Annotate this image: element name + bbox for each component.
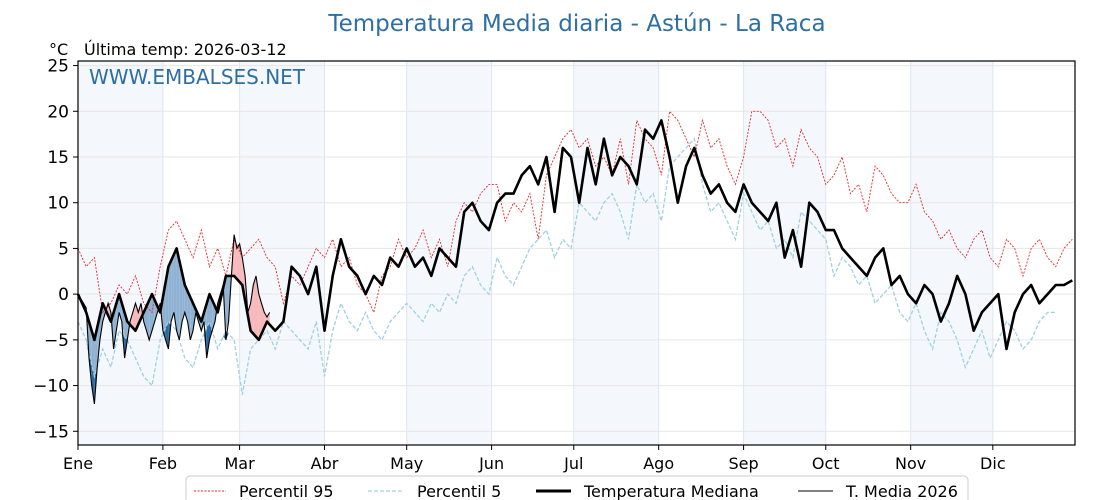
above-median-fill (253, 275, 256, 337)
x-tick-label: Oct (812, 454, 840, 473)
month-band-may (406, 61, 492, 445)
percentile-5-line (77, 137, 1056, 395)
month-band-nov (910, 61, 993, 445)
above-median-fill (239, 251, 243, 285)
median-line (76, 119, 1073, 351)
below-median-fill (190, 297, 193, 340)
below-p5-fill (206, 321, 210, 359)
below-median-fill (225, 275, 229, 331)
x-tick-label: May (390, 454, 423, 473)
legend-label-p95: Percentil 95 (239, 482, 334, 500)
y-tick-label: 10 (47, 194, 69, 214)
legend: Percentil 95 Percentil 5 Temperatura Med… (185, 475, 969, 500)
x-tick-label: Sep (729, 454, 759, 473)
below-median-fill (187, 291, 191, 340)
below-median-fill (152, 294, 155, 331)
month-band-mar (239, 61, 325, 445)
legend-box (185, 475, 969, 500)
below-median-fill (179, 260, 183, 340)
above-median-fill (141, 303, 144, 322)
x-tick-label: Feb (149, 454, 177, 473)
grid-lines (77, 61, 1075, 445)
below-p5-fill (209, 321, 213, 340)
plot-frame (77, 60, 1076, 446)
x-tick-label: Abr (311, 454, 339, 473)
month-band-jul (573, 61, 659, 445)
y-tick-label: 5 (58, 239, 69, 259)
x-tick-label: Dic (980, 454, 1006, 473)
x-tick-label: Mar (225, 454, 256, 473)
above-median-fill (236, 248, 240, 282)
above-median-fill (250, 285, 254, 334)
x-tick-label: Jun (478, 454, 504, 473)
y-tick-label: −10 (33, 377, 69, 397)
below-median-fill (173, 248, 177, 331)
above-median-fill (234, 239, 237, 279)
below-median-fill (184, 285, 188, 322)
below-median-fill (99, 303, 103, 340)
month-band-ene (78, 61, 163, 445)
above-median-fill (258, 294, 262, 340)
y-tick-label: 0 (58, 285, 69, 305)
last-temp-label: Última temp: 2026-03-12 (84, 40, 287, 59)
y-tick-label: 25 (47, 57, 69, 77)
x-axis: Ene Feb Mar Abr May Jun Jul Ago Sep Oct Nov Dic (63, 445, 1006, 473)
percentile-95-line (77, 110, 1073, 314)
below-median-fill (119, 294, 122, 322)
y-tick-label: 20 (47, 102, 69, 122)
x-tick-label: Ene (63, 454, 93, 473)
y-tick-label: 15 (47, 148, 69, 168)
unit-label: °C (49, 40, 68, 59)
below-median-fill (171, 254, 174, 322)
below-median-fill (209, 294, 213, 331)
below-median-fill (176, 248, 180, 340)
legend-label-p5: Percentil 5 (417, 482, 501, 500)
y-tick-label: −15 (33, 422, 69, 442)
legend-label-median: Temperatura Mediana (583, 482, 759, 500)
x-tick-label: Jul (563, 454, 583, 473)
y-tick-label: −5 (44, 331, 69, 351)
watermark: WWW.EMBALSES.NET (89, 65, 306, 89)
below-median-fill (149, 294, 152, 340)
chart-title: Temperatura Media diaria - Astún - La Ra… (327, 11, 825, 37)
below-median-fill (146, 300, 150, 340)
x-tick-label: Ago (643, 454, 674, 473)
current-year-line (77, 234, 271, 404)
below-median-fill (168, 260, 172, 322)
series-lines (76, 110, 1073, 404)
x-tick-label: Nov (895, 454, 926, 473)
y-axis: 25 20 15 10 5 0 −5 −10 −15 (33, 57, 78, 442)
legend-label-current: T. Media 2026 (845, 482, 958, 500)
